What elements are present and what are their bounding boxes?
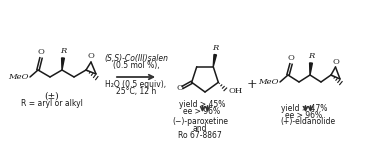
- Text: (+)-eldanolide: (+)-eldanolide: [280, 117, 336, 126]
- Polygon shape: [310, 63, 313, 75]
- Text: O: O: [332, 57, 339, 66]
- Text: and: and: [193, 124, 207, 133]
- Text: ee > 96%: ee > 96%: [285, 111, 323, 120]
- Text: +: +: [247, 79, 257, 92]
- Text: MeO: MeO: [258, 78, 279, 86]
- Text: (S,S)-Co(III)salen: (S,S)-Co(III)salen: [104, 54, 168, 63]
- Text: R: R: [308, 52, 314, 60]
- Text: (0.5 mol %),: (0.5 mol %),: [113, 61, 159, 70]
- Text: O: O: [288, 54, 294, 62]
- Text: R: R: [60, 47, 66, 55]
- Text: ee > 96%: ee > 96%: [184, 107, 221, 116]
- Text: O: O: [38, 48, 44, 56]
- Text: yield > 47%: yield > 47%: [281, 104, 327, 113]
- Text: MeO: MeO: [8, 73, 29, 81]
- Text: Ro 67-8867: Ro 67-8867: [178, 131, 222, 140]
- Polygon shape: [213, 54, 216, 67]
- Text: O: O: [176, 84, 183, 92]
- Polygon shape: [61, 58, 64, 70]
- Text: 25°C, 12 h: 25°C, 12 h: [116, 87, 156, 96]
- Text: OH: OH: [228, 87, 242, 95]
- Text: yield > 45%: yield > 45%: [179, 100, 225, 109]
- Text: O: O: [87, 52, 94, 61]
- Text: R: R: [212, 44, 218, 52]
- Text: (−)-paroxetine: (−)-paroxetine: [172, 117, 228, 126]
- Text: H₂O (0.5 equiv),: H₂O (0.5 equiv),: [106, 80, 167, 89]
- Text: R = aryl or alkyl: R = aryl or alkyl: [21, 99, 83, 108]
- Text: (±): (±): [45, 92, 59, 101]
